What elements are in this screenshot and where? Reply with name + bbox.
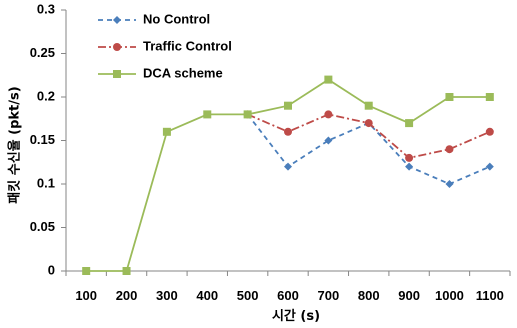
x-tick-label: 400 — [196, 288, 218, 303]
y-tick-label: 0 — [48, 262, 55, 277]
data-point — [445, 93, 454, 101]
series-dca-scheme — [82, 75, 494, 275]
y-tick-label: 0.15 — [30, 132, 55, 147]
legend-item: DCA scheme — [98, 65, 223, 80]
series-traffic-control — [243, 110, 494, 162]
legend-marker — [113, 43, 121, 51]
data-point — [284, 127, 292, 136]
x-tick-label: 600 — [277, 288, 299, 303]
data-point — [405, 153, 414, 162]
data-point — [364, 119, 373, 128]
data-point — [82, 267, 91, 275]
data-point — [284, 101, 292, 110]
legend-label: No Control — [143, 11, 210, 26]
data-point — [445, 145, 454, 154]
data-point — [405, 162, 414, 171]
data-point — [324, 75, 333, 84]
data-point — [324, 110, 333, 119]
legend: No Control Traffic Control DCA scheme — [98, 11, 232, 80]
y-tick-label: 0.2 — [37, 88, 55, 103]
legend-marker — [113, 16, 121, 24]
data-point — [243, 110, 252, 119]
data-point — [445, 180, 454, 188]
x-axis-title: 시간 (s) — [272, 308, 320, 324]
y-tick-label: 0.05 — [30, 219, 55, 234]
x-tick-label: 200 — [116, 288, 138, 303]
y-tick-label: 0.3 — [37, 1, 55, 16]
plot-area: 0 0.05 0.1 0.15 0.2 0.25 0.3 100 200 300 400 500 600… — [30, 1, 511, 303]
x-tick-label: 1000 — [435, 288, 464, 303]
x-tick-label: 900 — [398, 288, 420, 303]
data-point — [122, 267, 131, 275]
data-point — [485, 93, 494, 101]
data-point — [485, 162, 494, 171]
data-point — [405, 119, 414, 128]
legend-label: DCA scheme — [143, 65, 223, 80]
data-point — [485, 127, 494, 136]
data-point — [364, 101, 373, 110]
y-axis-title: 패킷 수신율 (pkt/s) — [7, 86, 23, 203]
data-point — [162, 127, 171, 136]
legend-item: Traffic Control — [98, 38, 232, 53]
x-tick-label: 700 — [318, 288, 340, 303]
x-tick-label: 800 — [358, 288, 380, 303]
x-tick-label: 1100 — [476, 288, 504, 303]
legend-item: No Control — [98, 11, 210, 26]
x-tick-label: 100 — [75, 288, 97, 303]
data-point — [284, 162, 292, 171]
x-tick-label: 500 — [237, 288, 259, 303]
data-point — [324, 136, 333, 145]
y-tick-label: 0.25 — [30, 45, 55, 60]
legend-marker — [113, 70, 121, 78]
legend-label: Traffic Control — [143, 38, 232, 53]
y-tick-label: 0.1 — [37, 175, 55, 190]
x-tick-label: 300 — [156, 288, 178, 303]
data-point — [203, 110, 212, 119]
